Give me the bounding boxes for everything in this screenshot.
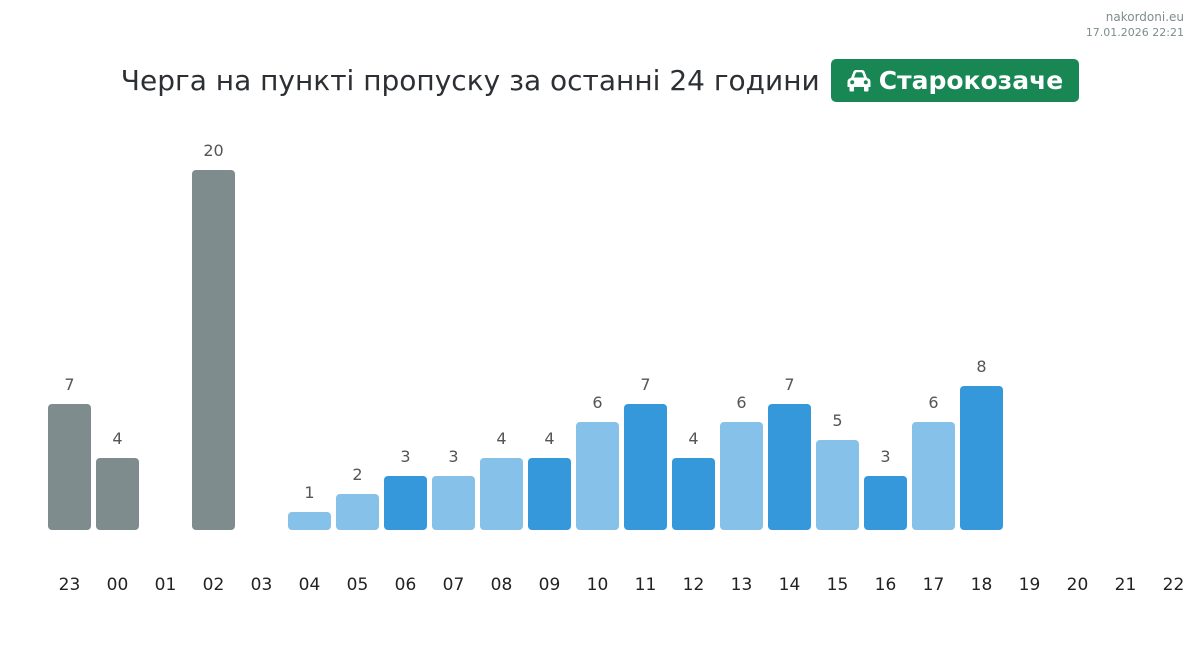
value-label-10: 6 (592, 393, 602, 412)
value-label-02: 20 (203, 141, 223, 160)
x-tick-label-14: 14 (779, 575, 801, 595)
bar-16 (864, 476, 907, 530)
checkpoint-badge: Старокозаче (830, 58, 1080, 102)
x-tick-label-22: 22 (1163, 575, 1185, 595)
bar-06 (384, 476, 427, 530)
bar-04 (288, 512, 331, 530)
x-tick-label-08: 08 (491, 575, 513, 595)
bar-11 (624, 404, 667, 530)
bar-09 (528, 458, 571, 530)
bar-13 (720, 422, 763, 530)
value-label-09: 4 (544, 429, 554, 448)
bar-08 (480, 458, 523, 530)
value-label-08: 4 (496, 429, 506, 448)
chart-header: Черга на пункті пропуску за останні 24 г… (0, 58, 1200, 102)
x-tick-label-13: 13 (731, 575, 753, 595)
source-info: nakordoni.eu 17.01.2026 22:21 (1086, 9, 1184, 41)
value-label-16: 3 (880, 447, 890, 466)
value-label-00: 4 (112, 429, 122, 448)
value-label-15: 5 (832, 411, 842, 430)
bar-12 (672, 458, 715, 530)
x-tick-label-19: 19 (1019, 575, 1041, 595)
timestamp: 17.01.2026 22:21 (1085, 26, 1184, 39)
x-tick-label-23: 23 (59, 575, 81, 595)
x-tick-label-12: 12 (683, 575, 705, 595)
value-label-05: 2 (352, 465, 362, 484)
bar-18 (960, 386, 1003, 530)
bar-17 (912, 422, 955, 530)
x-tick-label-00: 00 (107, 575, 129, 595)
bar-00 (96, 458, 139, 530)
x-tick-label-04: 04 (299, 575, 321, 595)
value-label-07: 3 (448, 447, 458, 466)
value-label-14: 7 (784, 375, 794, 394)
value-label-12: 4 (688, 429, 698, 448)
x-tick-label-11: 11 (635, 575, 657, 595)
x-tick-label-18: 18 (971, 575, 993, 595)
value-label-13: 6 (736, 393, 746, 412)
x-tick-label-03: 03 (251, 575, 273, 595)
car-icon (847, 70, 871, 92)
x-tick-label-07: 07 (443, 575, 465, 595)
site-name: nakordoni.eu (1105, 10, 1184, 24)
bar-10 (576, 422, 619, 530)
x-tick-label-06: 06 (395, 575, 417, 595)
x-tick-label-09: 09 (539, 575, 561, 595)
value-label-06: 3 (400, 447, 410, 466)
x-tick-label-17: 17 (923, 575, 945, 595)
x-tick-label-21: 21 (1115, 575, 1137, 595)
x-tick-label-01: 01 (155, 575, 177, 595)
value-label-04: 1 (304, 483, 314, 502)
x-tick-label-02: 02 (203, 575, 225, 595)
x-tick-label-05: 05 (347, 575, 369, 595)
bar-23 (48, 404, 91, 530)
value-label-23: 7 (64, 375, 74, 394)
x-tick-label-20: 20 (1067, 575, 1089, 595)
bar-07 (432, 476, 475, 530)
checkpoint-name: Старокозаче (878, 65, 1064, 95)
bar-14 (768, 404, 811, 530)
bar-15 (816, 440, 859, 530)
x-tick-label-16: 16 (875, 575, 897, 595)
x-tick-label-15: 15 (827, 575, 849, 595)
x-tick-label-10: 10 (587, 575, 609, 595)
bar-05 (336, 494, 379, 530)
chart-title: Черга на пункті пропуску за останні 24 г… (120, 63, 820, 97)
value-label-17: 6 (928, 393, 938, 412)
bar-02 (192, 170, 235, 530)
value-label-11: 7 (640, 375, 650, 394)
value-label-18: 8 (976, 357, 986, 376)
